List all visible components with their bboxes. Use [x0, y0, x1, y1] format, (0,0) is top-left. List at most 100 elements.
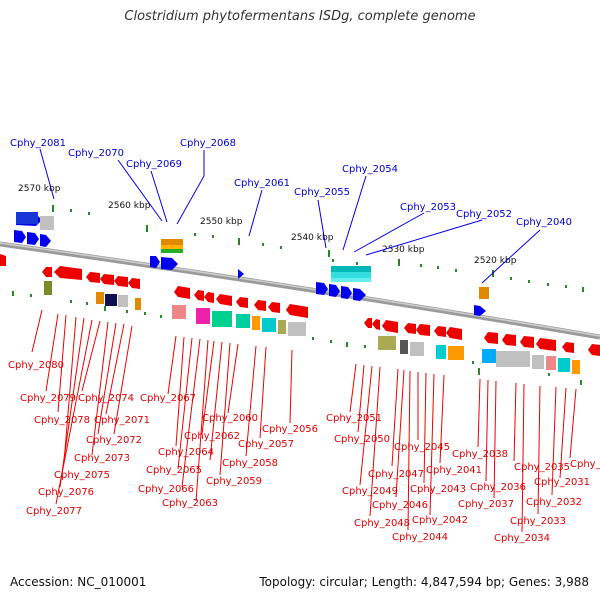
cog-bar [105, 294, 117, 306]
forward-gene-arrow [161, 257, 178, 270]
reverse-genes [0, 254, 600, 356]
track-dot [212, 235, 214, 238]
track-dot [312, 337, 314, 340]
cog-bar [236, 314, 250, 328]
cog-bar [288, 322, 306, 336]
gene-label: Cphy_2060 [202, 413, 258, 424]
reverse-gene-arrow [372, 319, 380, 330]
kbp-tick [398, 259, 400, 266]
track-dot [144, 312, 146, 315]
genome-backbone-highlight [0, 242, 600, 337]
cog-bar [135, 298, 141, 310]
gene-label: Cphy_2052 [456, 209, 512, 220]
reverse-gene-arrow [236, 297, 248, 308]
leader-line [113, 325, 133, 435]
reverse-gene-arrow [268, 302, 280, 313]
reverse-gene-arrow [204, 292, 214, 303]
reverse-gene-arrow [588, 344, 600, 356]
leader-line [317, 199, 327, 249]
track-dot [86, 302, 88, 305]
cog-bar [196, 308, 210, 324]
leader-line [481, 229, 541, 284]
leader-line [569, 388, 577, 459]
gene-label: Cphy_2030 [570, 459, 600, 470]
leader-line [209, 341, 223, 461]
cog-bar [532, 355, 544, 369]
leader-line [342, 175, 367, 251]
reverse-gene-arrow [254, 300, 266, 311]
gene-label: Cphy_2049 [342, 486, 398, 497]
track-dot [364, 345, 366, 348]
cog-bar [546, 356, 556, 370]
gene-label: Cphy_2035 [514, 462, 570, 473]
leader-line [353, 212, 425, 253]
forward-gene-arrow [329, 284, 340, 297]
track-dot [70, 300, 72, 303]
cog-bar [410, 342, 424, 356]
leader-line [55, 319, 93, 505]
leader-line [57, 314, 67, 413]
forward-gene-labels: Cphy_2081 Cphy_2070 Cphy_2069 Cphy_2068 … [10, 138, 572, 228]
track-dot [12, 291, 14, 296]
leader-line [245, 345, 257, 457]
cog-bar [44, 281, 52, 295]
reverse-gene-arrow [100, 274, 114, 285]
gene-label: Cphy_2050 [334, 434, 390, 445]
leader-line [395, 369, 405, 498]
reverse-gene-arrow [382, 320, 398, 333]
cog-bar [161, 245, 183, 249]
cog-bar [172, 305, 186, 319]
cog-bar [96, 292, 104, 304]
track-dot [548, 373, 550, 376]
cog-bar [448, 346, 464, 360]
cog-bar [479, 287, 489, 299]
track-dot [528, 280, 530, 283]
track-dot [160, 315, 162, 318]
forward-gene-arrow [40, 234, 51, 247]
cog-bar [331, 278, 371, 282]
track-dot [582, 287, 584, 292]
leader-line [493, 380, 497, 499]
gene-label: Cphy_2076 [38, 487, 94, 498]
reverse-gene-arrow [446, 327, 462, 340]
forward-gene-arrow [27, 232, 39, 245]
gene-label: Cphy_2051 [326, 413, 382, 424]
forward-gene-arrow [150, 256, 160, 268]
leader-line [477, 378, 481, 448]
leader-line [369, 366, 381, 517]
kbp-label: 2570 kbp [18, 184, 61, 194]
gene-label: Cphy_2078 [34, 415, 90, 426]
leader-line [167, 335, 177, 395]
cog-bar [331, 266, 371, 272]
gene-label: Cphy_2055 [294, 187, 350, 198]
cog-bar [378, 336, 396, 350]
leader-line [91, 321, 109, 456]
leader-line [150, 170, 168, 223]
genome-backbone [0, 241, 600, 340]
kbp-label: 2520 kbp [474, 256, 517, 266]
kbp-labels: 2570 kbp 2560 kbp 2550 kbp 2540 kbp 2530… [18, 184, 517, 266]
reverse-gene-arrow [174, 286, 190, 299]
leader-line [559, 387, 567, 479]
cog-bar [212, 311, 232, 327]
forward-gene-arrow [14, 230, 26, 243]
reverse-gene-arrow [536, 338, 556, 351]
gene-label: Cphy_2074 [78, 393, 134, 404]
leader-line [365, 219, 483, 256]
cog-bar [558, 358, 570, 372]
kbp-label: 2550 kbp [200, 217, 243, 227]
reverse-leader-lines [31, 309, 577, 533]
forward-gene-arrow [353, 288, 366, 301]
leader-line [485, 379, 489, 482]
track-dot [478, 368, 480, 375]
kbp-label: 2560 kbp [108, 201, 151, 211]
leader-line [407, 370, 411, 531]
leader-line [423, 372, 427, 484]
gene-label: Cphy_2081 [10, 138, 66, 149]
leader-line [429, 373, 435, 516]
reverse-gene-arrow [86, 272, 100, 283]
leader-line [219, 342, 231, 476]
leader-line [59, 317, 85, 488]
gene-label: Cphy_2047 [368, 469, 424, 480]
